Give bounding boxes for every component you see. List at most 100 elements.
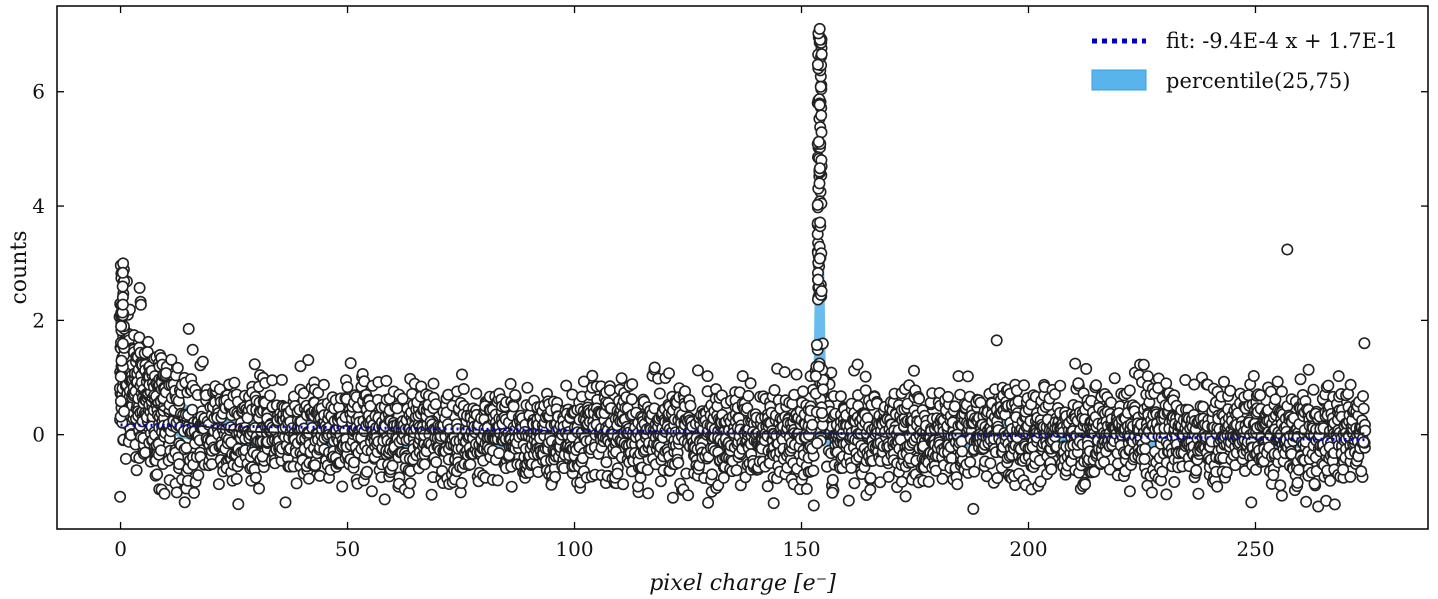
data-point — [611, 467, 624, 480]
data-point — [116, 298, 129, 311]
data-point — [615, 372, 628, 385]
data-point — [948, 400, 961, 413]
data-point — [1344, 378, 1357, 391]
data-point — [956, 445, 969, 458]
data-point — [491, 474, 504, 487]
data-point — [1292, 463, 1305, 476]
data-point — [807, 499, 820, 512]
data-point — [684, 399, 697, 412]
data-point — [811, 437, 824, 450]
data-point — [336, 480, 349, 493]
data-point — [308, 459, 321, 472]
data-point — [119, 452, 132, 465]
data-point — [114, 490, 127, 503]
data-point — [1245, 496, 1258, 509]
data-point — [648, 361, 661, 374]
data-point — [378, 493, 391, 506]
data-point — [253, 482, 266, 495]
data-point — [386, 459, 399, 472]
data-point — [341, 381, 354, 394]
data-point — [182, 322, 195, 335]
data-point — [1224, 384, 1237, 397]
x-tick-label: 150 — [782, 537, 820, 561]
data-point — [188, 486, 201, 499]
data-point — [264, 389, 277, 402]
data-point — [1069, 357, 1082, 370]
data-point — [464, 458, 477, 471]
data-point — [1358, 337, 1371, 350]
data-point — [705, 468, 718, 481]
data-point — [730, 464, 743, 477]
data-point — [813, 98, 826, 111]
data-point — [560, 379, 573, 392]
data-point — [1220, 466, 1233, 479]
data-point — [626, 378, 639, 391]
data-point — [455, 368, 468, 381]
data-point — [815, 285, 828, 298]
data-point — [549, 470, 562, 483]
data-point — [800, 482, 813, 495]
data-point — [1355, 465, 1368, 478]
data-point — [505, 480, 518, 493]
data-point — [895, 475, 908, 488]
legend: fit: -9.4E-4 x + 1.7E-1 percentile(25,75) — [1091, 29, 1398, 93]
data-point — [834, 390, 847, 403]
data-point — [744, 377, 757, 390]
data-point — [186, 343, 199, 356]
data-point — [455, 476, 468, 489]
data-point — [114, 395, 127, 408]
data-point — [809, 370, 822, 383]
legend-band-label: percentile(25,75) — [1166, 69, 1350, 93]
data-point — [682, 489, 695, 502]
data-point — [404, 477, 417, 490]
data-point — [1123, 485, 1136, 498]
data-point — [899, 490, 912, 503]
data-point — [922, 475, 935, 488]
data-point — [1344, 470, 1357, 483]
data-point — [133, 281, 146, 294]
data-point — [951, 478, 964, 491]
data-point — [1138, 453, 1151, 466]
data-point — [1054, 379, 1067, 392]
data-point — [814, 216, 827, 229]
data-point — [848, 477, 861, 490]
data-point — [617, 478, 630, 491]
data-point — [1145, 486, 1158, 499]
data-point — [521, 381, 534, 394]
data-point — [1271, 375, 1284, 388]
data-point — [1090, 379, 1103, 392]
data-point — [507, 400, 520, 413]
data-point — [142, 335, 155, 348]
data-point — [302, 472, 315, 485]
data-point — [114, 370, 127, 383]
data-point — [290, 477, 303, 490]
data-point — [470, 387, 483, 400]
data-point — [806, 418, 819, 431]
data-point — [1141, 370, 1154, 383]
data-point — [212, 478, 225, 491]
legend-band-swatch — [1091, 69, 1147, 91]
y-tick-label: 6 — [32, 80, 45, 104]
y-tick-label: 2 — [32, 308, 45, 332]
data-point — [768, 384, 781, 397]
data-point — [1080, 362, 1093, 375]
x-tick-label: 100 — [555, 537, 593, 561]
data-point — [936, 472, 949, 485]
data-point — [991, 471, 1004, 484]
data-point — [642, 487, 655, 500]
data-point — [228, 376, 241, 389]
data-point — [509, 389, 522, 402]
data-point — [178, 496, 191, 509]
data-point — [151, 468, 164, 481]
data-point — [1332, 370, 1345, 383]
data-point — [701, 370, 714, 383]
data-point — [396, 392, 409, 405]
data-point — [913, 392, 926, 405]
data-point — [347, 456, 360, 469]
data-point — [984, 457, 997, 470]
ticks-layer: 0 50 100 150 200 250 0 2 4 6 pixel charge [e⁻] coun… — [7, 6, 1428, 596]
x-tick-label: 250 — [1236, 537, 1274, 561]
x-tick-label: 200 — [1009, 537, 1047, 561]
data-point — [165, 353, 178, 366]
data-point — [1322, 379, 1335, 392]
